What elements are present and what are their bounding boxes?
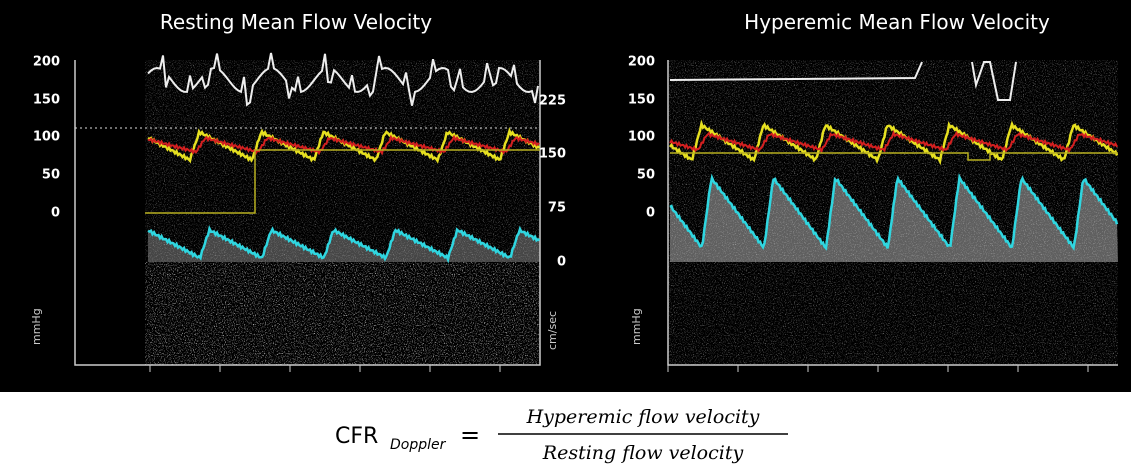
left-axis-label: 0: [51, 206, 60, 221]
left-axis-label: 50: [42, 168, 60, 183]
denominator: Resting flow velocity: [542, 442, 744, 464]
mean-velocity: [145, 149, 540, 214]
left-axis-label: 200: [33, 55, 60, 70]
left-axis-label: 100: [628, 130, 655, 145]
flow-trace: [669, 172, 1119, 251]
left-axis-label: 200: [628, 55, 655, 70]
right-title: Hyperemic Mean Flow Velocity: [744, 10, 1050, 34]
flow-area: [670, 177, 1118, 262]
numerator: Hyperemic flow velocity: [526, 406, 760, 428]
left-frame: [74, 60, 541, 366]
right-axis-label: 0: [557, 255, 566, 270]
left-title: Resting Mean Flow Velocity: [160, 10, 432, 34]
left-axis-label: 150: [33, 93, 60, 108]
axis-labels: mmHg cm/sec mmHg 200 150 100 50 0 225 150 75 0 20…: [30, 55, 655, 351]
right-axis-label: 225: [539, 94, 566, 109]
traces: [145, 52, 1119, 372]
speckle-left-low: [145, 262, 540, 365]
mean-pressure: [147, 134, 540, 156]
right-axis-label: 75: [548, 201, 566, 216]
flow-trace: [147, 224, 541, 264]
right-axis-label: 150: [539, 147, 566, 162]
left-axis-label: 150: [628, 93, 655, 108]
mean-pressure: [669, 129, 1118, 154]
left-unit: mmHg: [630, 308, 643, 345]
top-trace: [147, 52, 539, 107]
left-axis-label: 100: [33, 130, 60, 145]
formula-area: [0, 392, 1131, 470]
formula-lhs: CFR: [335, 424, 378, 449]
left-axis-label: 0: [646, 206, 655, 221]
left-axis-label: 50: [637, 168, 655, 183]
left-unit: mmHg: [30, 308, 43, 345]
mean-velocity: [670, 152, 1118, 161]
formula-subscript: Doppler: [390, 437, 447, 453]
flow-area: [148, 228, 540, 262]
top-trace: [669, 61, 923, 81]
formula-operator: =: [460, 421, 480, 449]
right-unit: cm/sec: [546, 311, 559, 350]
top-trace: [971, 61, 1017, 101]
